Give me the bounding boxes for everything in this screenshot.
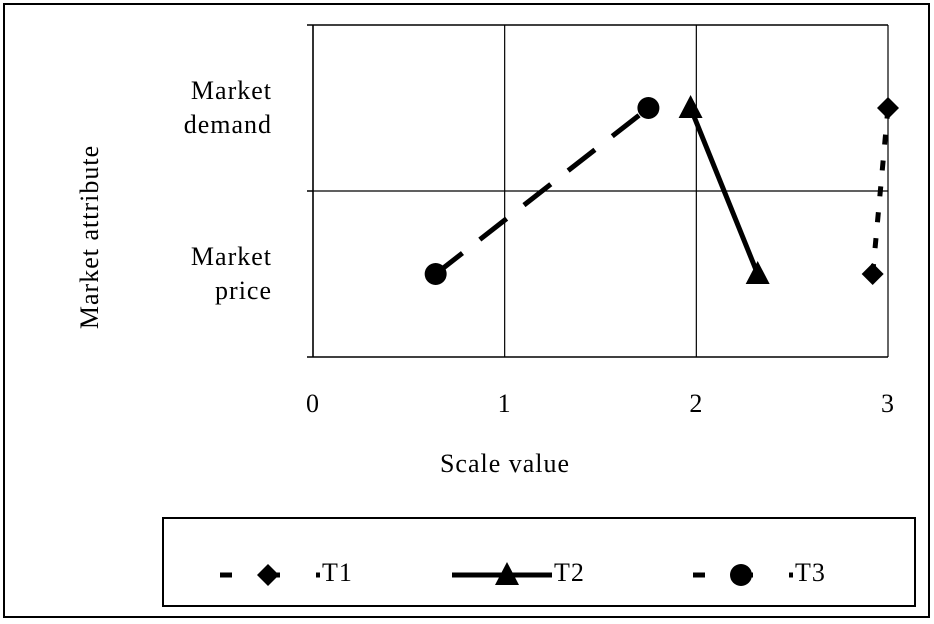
legend-marker [257,564,279,586]
y-tick-label: Market demand [183,76,272,139]
legend-marker [730,564,752,586]
legend-label: T2 [554,558,585,587]
series-line [434,106,650,276]
x-tick-label: 2 [689,389,703,418]
y-axis-label: Market attribute [75,145,104,329]
chart-border [3,3,930,618]
x-tick-label: 1 [498,389,512,418]
x-tick-label: 0 [306,389,320,418]
legend-marker [495,562,519,585]
marker [637,97,660,119]
marker [424,263,447,285]
marker [877,97,899,119]
series-line [688,107,760,275]
marker [861,263,884,285]
legend-label: T1 [322,558,353,587]
legend-label: T3 [795,558,826,587]
series-line [870,107,891,275]
x-axis-label: Scale value [440,449,570,478]
legend-box [162,517,916,607]
y-tick-label: Market price [190,242,272,305]
marker [678,95,703,118]
x-tick-label: 3 [881,389,895,418]
marker [745,261,770,284]
